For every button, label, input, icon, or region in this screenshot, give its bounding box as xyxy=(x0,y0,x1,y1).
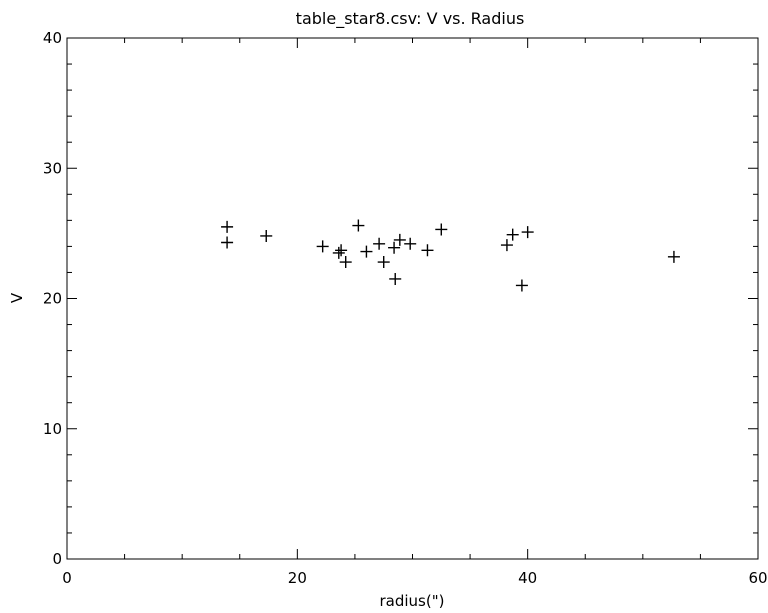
y-tick-label: 30 xyxy=(43,159,62,177)
data-point xyxy=(335,244,348,257)
data-point xyxy=(332,246,345,259)
plot-frame xyxy=(66,37,759,560)
data-point xyxy=(377,256,390,269)
y-tick-label: 0 xyxy=(52,550,62,568)
x-tick-label: 20 xyxy=(288,569,307,587)
y-tick-label: 20 xyxy=(43,290,62,308)
x-axis-title: radius(") xyxy=(380,592,445,610)
data-point xyxy=(667,250,680,263)
data-point xyxy=(388,241,401,254)
data-point xyxy=(515,279,528,292)
data-point xyxy=(506,228,519,241)
data-point xyxy=(393,233,406,246)
data-point xyxy=(435,223,448,236)
y-axis-title: V xyxy=(8,292,26,303)
data-point xyxy=(221,236,234,249)
data-point xyxy=(360,245,373,258)
data-point xyxy=(421,244,434,257)
data-point xyxy=(500,239,513,252)
x-axis: 0 20 40 60 xyxy=(62,38,768,587)
data-point xyxy=(521,226,534,239)
chart-title: table_star8.csv: V vs. Radius xyxy=(296,9,525,29)
y-axis: 0 10 20 30 40 xyxy=(43,29,758,568)
data-point xyxy=(389,272,402,285)
y-tick-label: 10 xyxy=(43,420,62,438)
x-tick-label: 40 xyxy=(518,569,537,587)
x-tick-label: 0 xyxy=(62,569,72,587)
data-point xyxy=(260,229,273,242)
data-point xyxy=(339,256,352,269)
data-point xyxy=(373,237,386,250)
data-points xyxy=(221,219,680,292)
y-tick-label: 40 xyxy=(43,29,62,47)
data-point xyxy=(316,240,329,253)
data-point xyxy=(404,237,417,250)
data-point xyxy=(352,219,365,232)
data-point xyxy=(221,220,234,233)
x-tick-label: 60 xyxy=(748,569,767,587)
